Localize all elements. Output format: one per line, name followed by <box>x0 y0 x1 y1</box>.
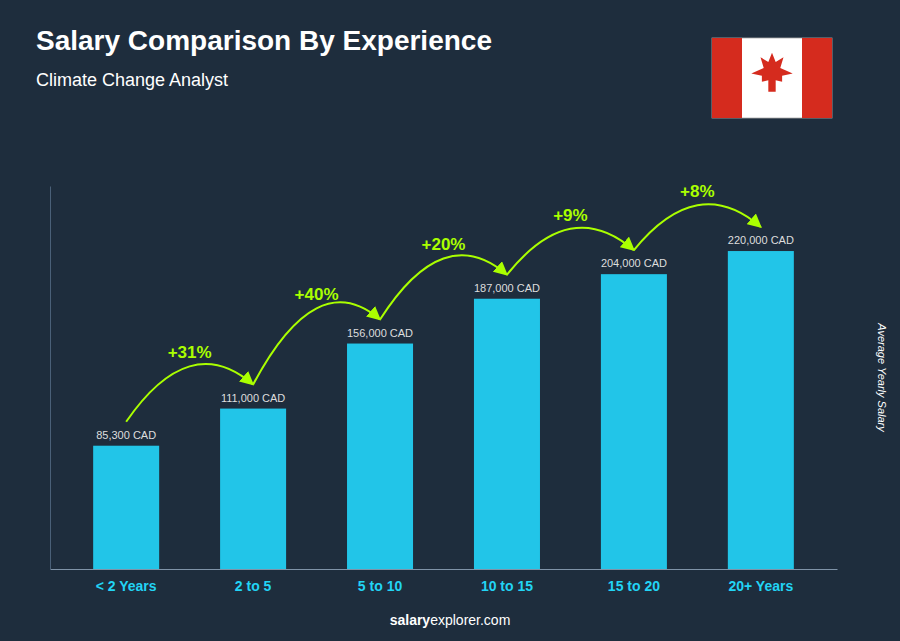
x-tick-label: 15 to 20 <box>608 578 660 594</box>
value-label: 187,000 CAD <box>474 282 540 294</box>
pct-label: +8% <box>680 182 715 201</box>
x-tick: < 2 Years <box>96 578 157 594</box>
flag-stripe <box>802 38 832 118</box>
value-label: 111,000 CAD <box>221 392 285 404</box>
bar <box>728 251 794 569</box>
x-tick-label: < 2 Years <box>96 578 157 594</box>
bar <box>601 274 667 569</box>
pct-label: +20% <box>422 235 466 254</box>
footer-text: explorer.com <box>430 612 510 628</box>
footer-text: salary <box>390 612 431 628</box>
x-tick-label: 2 to 5 <box>235 578 272 594</box>
value-label: 220,000 CAD <box>728 234 794 246</box>
pct-label: +9% <box>553 206 588 225</box>
bar <box>474 299 540 569</box>
footer: salaryexplorer.com <box>390 612 511 628</box>
value-label: 85,300 CAD <box>96 429 156 441</box>
x-tick: 10 to 15 <box>481 578 533 594</box>
pct-arc <box>253 302 380 384</box>
chart: Salary Comparison By Experience Climate C… <box>0 0 900 641</box>
value-label: 156,000 CAD <box>347 327 413 339</box>
bar <box>220 409 286 569</box>
x-axis: < 2 Years 2 to 5 5 to 10 10 to 15 15 to 20 20… <box>51 570 838 594</box>
pct-arc <box>126 364 253 422</box>
value-labels: 85,300 CAD 111,000 CAD 156,000 CAD 187,000 … <box>96 234 794 441</box>
pct-arc <box>507 228 634 275</box>
flag-leaf <box>751 53 792 92</box>
pct-arc <box>380 255 507 319</box>
annotations: +31% +40% +20% +9% +8% <box>126 182 761 421</box>
value-label: 204,000 CAD <box>601 257 667 269</box>
x-axis-line <box>51 569 838 570</box>
x-tick: 2 to 5 <box>235 578 272 594</box>
flag <box>712 38 832 118</box>
pct-label: +40% <box>295 285 339 304</box>
y-axis-line <box>50 187 51 570</box>
title: Salary Comparison By Experience <box>36 25 492 56</box>
pct-arc <box>634 204 761 250</box>
x-tick-label: 5 to 10 <box>358 578 403 594</box>
background <box>0 0 900 641</box>
x-tick: 20+ Years <box>728 578 793 594</box>
y-axis-title: Average Yearly Salary <box>876 322 888 433</box>
bars <box>93 251 794 569</box>
subtitle: Climate Change Analyst <box>36 70 228 90</box>
x-tick: 15 to 20 <box>608 578 660 594</box>
flag-field <box>712 38 832 118</box>
y-axis <box>50 187 51 570</box>
x-tick: 5 to 10 <box>358 578 403 594</box>
bar <box>347 344 413 569</box>
pct-label: +31% <box>168 343 212 362</box>
flag-stripe <box>712 38 742 118</box>
x-tick-label: 10 to 15 <box>481 578 533 594</box>
x-tick-label: 20+ Years <box>728 578 793 594</box>
bar <box>93 446 159 569</box>
